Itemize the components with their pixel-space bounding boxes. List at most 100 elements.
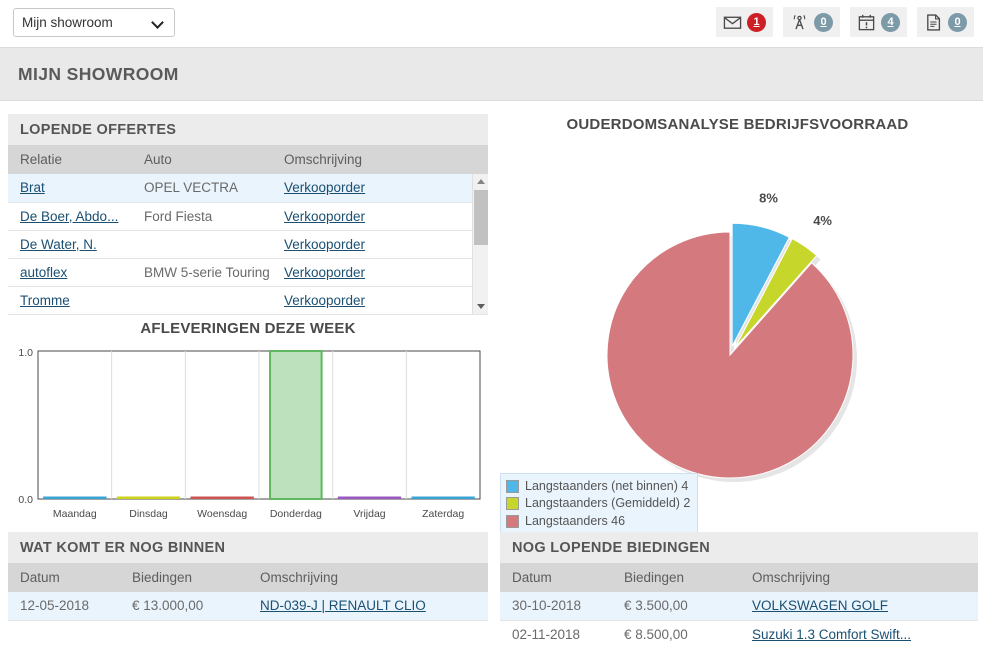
x-tick-label: Zaterdag bbox=[422, 508, 464, 520]
page-title-band: MIJN SHOWROOM bbox=[0, 47, 983, 101]
showroom-select[interactable]: Mijn showroom bbox=[13, 8, 175, 37]
chevron-down-icon bbox=[153, 17, 164, 28]
x-tick-label: Woensdag bbox=[197, 508, 247, 520]
antenna-icon bbox=[793, 14, 806, 29]
x-tick-label: Maandag bbox=[53, 508, 97, 520]
agenda-notification[interactable]: 4 bbox=[850, 7, 907, 37]
envelope-icon bbox=[723, 16, 742, 29]
column-header-omschrijving: Omschrijving bbox=[272, 145, 488, 174]
bar-chart: 1.0 0.0 Maandag Dinsdag Woensdag Donderdag Vri… bbox=[18, 347, 481, 520]
showroom-select-value: Mijn showroom bbox=[22, 15, 113, 30]
documents-badge: 0 bbox=[948, 12, 967, 32]
cell-omschrijving: Suzuki 1.3 Comfort Swift... bbox=[740, 620, 978, 648]
pie-percentage-label: 4% bbox=[813, 213, 832, 228]
column-header-biedingen: Biedingen bbox=[612, 563, 740, 592]
cell-relatie: autoflex bbox=[8, 258, 132, 287]
x-tick-label: Donderdag bbox=[270, 508, 322, 520]
table-row[interactable]: 02-11-2018 € 8.500,00 Suzuki 1.3 Comfort… bbox=[500, 620, 978, 648]
table-row[interactable]: 12-05-2018 € 13.000,00 ND-039-J | RENAUL… bbox=[8, 592, 488, 621]
relatie-link[interactable]: autoflex bbox=[20, 264, 68, 280]
legend-item: Langstaanders (net binnen) 4 bbox=[506, 478, 690, 495]
cell-datum: 30-10-2018 bbox=[500, 592, 612, 621]
cell-omschrijving: Verkooporder bbox=[272, 230, 488, 259]
relatie-link[interactable]: Tromme bbox=[20, 292, 70, 308]
calendar-alert-icon bbox=[858, 14, 875, 30]
pie-chart: 8%4%88% bbox=[606, 191, 857, 494]
table-row[interactable]: autoflex BMW 5-serie Touring Verkooporde… bbox=[8, 258, 488, 287]
column-header-datum: Datum bbox=[500, 563, 612, 592]
pie-chart-legend: Langstaanders (net binnen) 4 Langstaande… bbox=[500, 473, 699, 535]
top-bar: Mijn showroom 1 0 bbox=[0, 0, 983, 47]
messages-notification[interactable]: 1 bbox=[716, 7, 773, 37]
voertuig-link[interactable]: Suzuki 1.3 Comfort Swift... bbox=[752, 626, 912, 642]
legend-item: Langstaanders 46 bbox=[506, 513, 690, 530]
panel-title-wat-komt-er-nog-binnen: WAT KOMT ER NOG BINNEN bbox=[8, 532, 488, 563]
legend-swatch-langstaanders bbox=[506, 514, 519, 528]
table-row[interactable]: Brat OPEL VECTRA Verkooporder bbox=[8, 174, 488, 203]
cell-biedingen: € 13.000,00 bbox=[120, 592, 248, 621]
omschrijving-link[interactable]: Verkooporder bbox=[284, 208, 366, 224]
omschrijving-link[interactable]: Verkooporder bbox=[284, 264, 366, 280]
cell-relatie: De Boer, Abdo... bbox=[8, 202, 132, 231]
scroll-up-arrow-icon[interactable] bbox=[473, 174, 489, 189]
table-row[interactable]: Tromme Verkooporder bbox=[8, 286, 488, 315]
legend-item: Langstaanders (Gemiddeld) 2 bbox=[506, 495, 690, 512]
omschrijving-link[interactable]: Verkooporder bbox=[284, 180, 366, 196]
y-tick-label: 1.0 bbox=[18, 347, 33, 359]
bar bbox=[337, 496, 402, 499]
pie-slice[interactable] bbox=[606, 231, 854, 479]
broadcast-notification[interactable]: 0 bbox=[783, 7, 840, 37]
voertuig-link[interactable]: VOLKSWAGEN GOLF bbox=[752, 598, 889, 614]
scroll-down-arrow-icon[interactable] bbox=[473, 299, 489, 314]
omschrijving-link[interactable]: Verkooporder bbox=[284, 292, 366, 308]
column-header-datum: Datum bbox=[8, 563, 120, 592]
lopende-offertes-table-wrap: Relatie Auto Omschrijving Brat OPEL VECT… bbox=[8, 145, 488, 315]
y-tick-label: 0.0 bbox=[18, 494, 33, 506]
relatie-link[interactable]: De Boer, Abdo... bbox=[20, 208, 119, 224]
cell-auto bbox=[132, 230, 272, 259]
bar bbox=[190, 496, 254, 499]
relatie-link[interactable]: De Water, N. bbox=[20, 236, 97, 252]
bar bbox=[269, 350, 323, 500]
column-header-omschrijving: Omschrijving bbox=[248, 563, 488, 592]
cell-omschrijving: ND-039-J | RENAULT CLIO bbox=[248, 592, 488, 621]
table-header-row: Datum Biedingen Omschrijving bbox=[8, 563, 488, 592]
bar bbox=[43, 496, 107, 499]
panel-wat-komt-er-nog-binnen: WAT KOMT ER NOG BINNEN Datum Biedingen O… bbox=[8, 532, 488, 648]
bar-chart-title: AFLEVERINGEN DEZE WEEK bbox=[140, 320, 356, 337]
table-row[interactable]: De Water, N. Verkooporder bbox=[8, 230, 488, 259]
pie-slice[interactable] bbox=[731, 222, 790, 347]
x-tick-label: Vrijdag bbox=[353, 508, 385, 520]
cell-omschrijving: Verkooporder bbox=[272, 174, 488, 203]
omschrijving-link[interactable]: Verkooporder bbox=[284, 236, 366, 252]
table-row[interactable]: 30-10-2018 € 3.500,00 VOLKSWAGEN GOLF bbox=[500, 592, 978, 621]
documents-notification[interactable]: 0 bbox=[917, 7, 974, 37]
table-row[interactable]: De Boer, Abdo... Ford Fiesta Verkooporde… bbox=[8, 202, 488, 231]
cell-omschrijving: Verkooporder bbox=[272, 286, 488, 315]
column-header-auto: Auto bbox=[132, 145, 272, 174]
document-icon bbox=[927, 13, 941, 31]
lopende-offertes-table: Relatie Auto Omschrijving Brat OPEL VECT… bbox=[8, 145, 488, 315]
cell-auto: BMW 5-serie Touring bbox=[132, 258, 272, 287]
cell-auto: OPEL VECTRA bbox=[132, 174, 272, 203]
pie-slice[interactable] bbox=[734, 238, 818, 348]
column-header-biedingen: Biedingen bbox=[120, 563, 248, 592]
cell-datum: 12-05-2018 bbox=[8, 592, 120, 621]
table-scrollbar[interactable] bbox=[472, 174, 488, 314]
cell-biedingen: € 3.500,00 bbox=[612, 592, 740, 621]
voertuig-link[interactable]: ND-039-J | RENAULT CLIO bbox=[260, 598, 426, 614]
cell-omschrijving: VOLKSWAGEN GOLF bbox=[740, 592, 978, 621]
legend-label: Langstaanders (net binnen) 4 bbox=[525, 479, 689, 493]
page-title: MIJN SHOWROOM bbox=[18, 63, 179, 84]
notification-icons: 1 0 4 bbox=[716, 7, 974, 37]
agenda-badge: 4 bbox=[881, 12, 900, 32]
relatie-link[interactable]: Brat bbox=[20, 180, 45, 196]
scrollbar-thumb[interactable] bbox=[474, 190, 488, 245]
legend-label: Langstaanders (Gemiddeld) 2 bbox=[525, 496, 691, 511]
cell-relatie: Brat bbox=[8, 174, 132, 203]
bar bbox=[116, 496, 181, 499]
table-header-row: Relatie Auto Omschrijving bbox=[8, 145, 488, 174]
cell-omschrijving: Verkooporder bbox=[272, 258, 488, 287]
column-header-relatie: Relatie bbox=[8, 145, 132, 174]
